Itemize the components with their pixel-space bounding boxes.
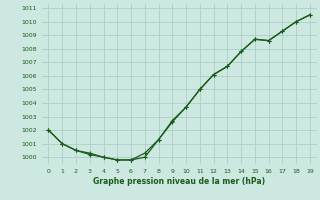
X-axis label: Graphe pression niveau de la mer (hPa): Graphe pression niveau de la mer (hPa)	[93, 177, 265, 186]
